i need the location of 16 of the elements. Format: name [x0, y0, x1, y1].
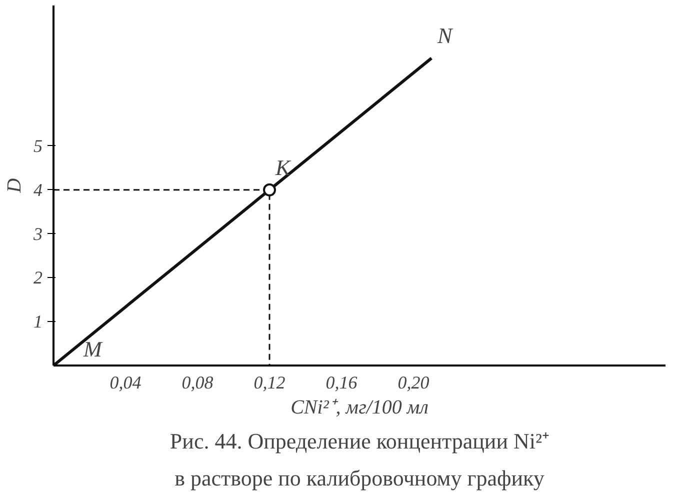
y-tick-label: 2: [34, 268, 42, 288]
x-tick-label: 0,04: [110, 372, 142, 392]
annotation: K: [274, 154, 292, 180]
x-tick-label: 0,16: [326, 372, 358, 392]
x-tick-label: 0,20: [398, 372, 430, 392]
x-tick-label: 0,08: [182, 372, 214, 392]
y-tick-label: 3: [32, 224, 42, 244]
y-tick-label: 4: [34, 180, 42, 200]
annotation: M: [82, 336, 104, 362]
x-axis-title: CNi²⁺, мг/100 мл: [290, 396, 429, 418]
y-tick-label: 5: [34, 136, 42, 156]
annotation: N: [436, 23, 454, 48]
text: Рис. 44. Определение концентрации Ni²⁺ в растворе по калибровочному графику: [170, 428, 550, 490]
x-tick-label: 0,12: [254, 372, 286, 392]
y-tick-label: 1: [34, 312, 42, 332]
y-axis-title: D: [4, 178, 26, 194]
